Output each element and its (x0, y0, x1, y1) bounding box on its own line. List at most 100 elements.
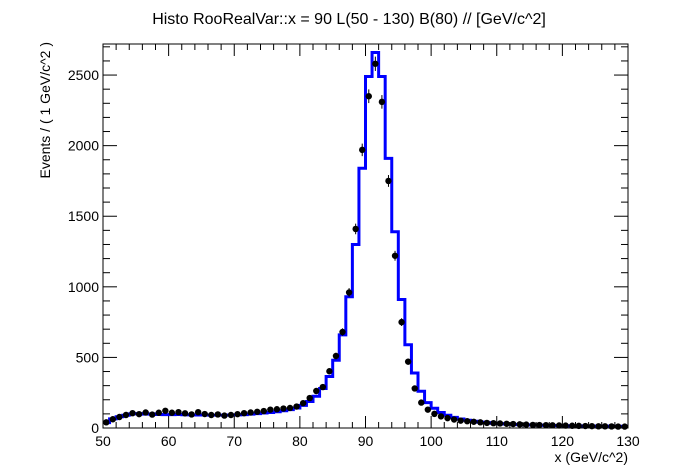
data-point (509, 420, 517, 428)
data-point (569, 422, 576, 429)
y-axis-title: Events / ( 1 GeV/c^2 ) (37, 42, 53, 179)
data-point (332, 352, 340, 360)
data-point (247, 409, 254, 416)
y-tick-label: 500 (76, 349, 100, 365)
data-point (293, 403, 300, 410)
data-point (122, 411, 130, 419)
x-tick-label: 100 (419, 433, 443, 449)
data-point (286, 404, 294, 412)
data-point (149, 411, 156, 418)
data-point (221, 412, 228, 419)
data-point (562, 422, 569, 429)
data-point (483, 419, 491, 427)
data-point (477, 419, 484, 426)
data-point (614, 423, 622, 430)
data-point (201, 410, 208, 418)
chart-title: Histo RooRealVar::x = 90 L(50 - 130) B(8… (152, 11, 546, 28)
data-point (208, 411, 215, 419)
data-point (575, 422, 582, 430)
data-point (326, 368, 333, 375)
y-tick-label: 2000 (68, 138, 99, 154)
data-point (601, 423, 609, 430)
data-point (385, 177, 392, 185)
data-point (503, 420, 510, 427)
data-point (582, 422, 589, 430)
data-point (536, 421, 543, 429)
data-point (529, 421, 537, 429)
data-point (437, 413, 445, 420)
data-point (359, 146, 366, 154)
y-tick-label: 2500 (68, 67, 99, 83)
data-point (280, 405, 287, 412)
data-point (273, 406, 281, 413)
data-point (490, 420, 497, 427)
data-point (411, 385, 418, 392)
data-point (588, 422, 596, 430)
data-point (516, 421, 523, 428)
data-point (398, 318, 405, 326)
data-point (523, 421, 530, 428)
data-point (391, 252, 399, 259)
data-point (234, 410, 241, 418)
data-point (404, 358, 412, 365)
data-point (129, 409, 136, 417)
data-point (345, 289, 353, 296)
data-point (227, 411, 235, 419)
x-tick-label: 90 (358, 433, 374, 449)
data-point (168, 409, 176, 416)
data-point (254, 408, 261, 415)
y-tick-label: 1500 (68, 208, 99, 224)
data-point (109, 416, 117, 423)
data-point (194, 408, 202, 416)
data-point (260, 407, 267, 415)
data-point (549, 422, 556, 429)
data-point (214, 411, 222, 418)
data-point (555, 422, 563, 429)
data-point (608, 423, 615, 430)
data-point (595, 423, 602, 430)
x-tick-label: 80 (292, 433, 308, 449)
data-point (450, 416, 458, 423)
data-point (313, 387, 320, 395)
x-tick-label: 110 (486, 433, 509, 449)
data-point (162, 407, 169, 414)
model-series-line (103, 50, 628, 428)
data-point (372, 60, 379, 67)
data-point (319, 383, 327, 391)
data-point (496, 420, 504, 427)
data-point (299, 399, 307, 407)
x-tick-label: 50 (95, 433, 111, 449)
data-point (188, 411, 195, 418)
x-tick-label: 120 (551, 433, 575, 449)
y-tick-label: 0 (91, 420, 99, 436)
x-tick-label: 70 (226, 433, 242, 449)
data-point (470, 418, 477, 425)
data-point (181, 410, 189, 417)
data-point (418, 399, 425, 406)
data-point (142, 409, 149, 416)
data-point (175, 408, 182, 416)
data-point (103, 419, 110, 426)
data-point (621, 423, 628, 430)
x-tick-label: 60 (161, 433, 177, 449)
data-point (457, 417, 464, 424)
data-point (155, 409, 162, 416)
data-point (352, 225, 359, 233)
data-point (306, 394, 313, 402)
x-axis-title: x (GeV/c^2) (555, 449, 628, 465)
y-tick-label: 1000 (68, 279, 99, 295)
data-point (424, 406, 432, 413)
data-point (339, 328, 346, 336)
data-point (378, 98, 386, 106)
data-point (135, 410, 143, 418)
data-point (240, 409, 248, 417)
data-point (431, 410, 438, 418)
data-point (542, 421, 550, 429)
data-point (116, 413, 123, 421)
data-point (464, 418, 471, 425)
data-point (444, 414, 451, 422)
data-point (267, 406, 274, 413)
data-point (365, 93, 372, 100)
